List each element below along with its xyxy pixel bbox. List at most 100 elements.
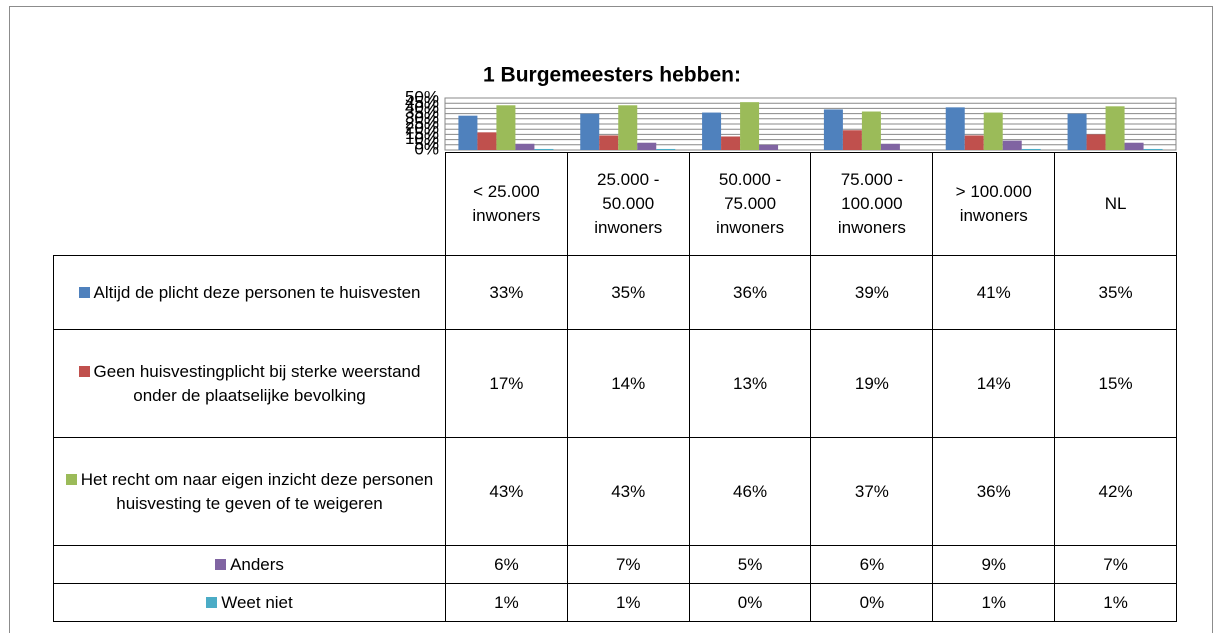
value-cell: 14% bbox=[932, 329, 1056, 438]
series-row: Geen huisvestingplicht bij sterke weerst… bbox=[53, 329, 1177, 438]
value-cell: 7% bbox=[566, 545, 690, 584]
value-cell: 46% bbox=[688, 437, 812, 546]
data-table: < 25.000 inwoners 25.000 - 50.000 inwoner… bbox=[53, 152, 1177, 622]
value-cell: 42% bbox=[1054, 437, 1177, 546]
value-cell: 37% bbox=[810, 437, 934, 546]
legend-label: Geen huisvestingplicht bij sterke weerst… bbox=[93, 361, 421, 405]
bar bbox=[496, 105, 516, 150]
y-tick-label: 30% bbox=[405, 108, 439, 127]
value-cell: 7% bbox=[1054, 545, 1177, 584]
value-cell: 5% bbox=[688, 545, 812, 584]
category-label: > 100.000 inwoners bbox=[932, 152, 1056, 256]
value-cell: 1% bbox=[445, 583, 568, 622]
series-label: Weet niet bbox=[53, 583, 446, 622]
value-cell: 17% bbox=[445, 329, 568, 438]
corner-cell bbox=[54, 153, 446, 256]
series-label: Anders bbox=[53, 545, 446, 584]
value-cell: 19% bbox=[810, 329, 934, 438]
bar bbox=[1002, 140, 1022, 150]
value-cell: 36% bbox=[932, 437, 1056, 546]
category-label: NL bbox=[1054, 152, 1177, 256]
y-tick-label: 40% bbox=[405, 98, 439, 117]
bar bbox=[945, 107, 965, 150]
bar bbox=[964, 135, 984, 150]
series-row: Anders 6% 7% 5% 6% 9% 7% bbox=[53, 545, 1177, 584]
category-label: < 25.000 inwoners bbox=[445, 152, 568, 256]
legend-label: Weet niet bbox=[221, 592, 293, 612]
bar bbox=[983, 112, 1003, 150]
bar bbox=[1021, 148, 1041, 150]
value-cell: 6% bbox=[445, 545, 568, 584]
bar bbox=[534, 148, 554, 150]
category-label: 25.000 - 50.000 inwoners bbox=[566, 152, 690, 256]
series-row: Altijd de plicht deze personen te huisve… bbox=[53, 255, 1177, 330]
series-row: Weet niet 1% 1% 0% 0% 1% 1% bbox=[53, 583, 1177, 622]
y-tick-label: 50% bbox=[405, 87, 439, 106]
legend-label: Altijd de plicht deze personen te huisve… bbox=[93, 282, 421, 302]
bar bbox=[880, 143, 900, 150]
header-row: < 25.000 inwoners 25.000 - 50.000 inwoner… bbox=[54, 152, 1177, 256]
value-cell: 0% bbox=[810, 583, 934, 622]
bar bbox=[515, 143, 535, 150]
value-cell: 0% bbox=[688, 583, 812, 622]
y-tick-label: 0% bbox=[414, 139, 439, 158]
value-cell: 14% bbox=[566, 329, 690, 438]
series-row: Het recht om naar eigen inzicht deze per… bbox=[53, 437, 1177, 546]
y-tick-label: 35% bbox=[405, 103, 439, 122]
bar bbox=[618, 105, 638, 150]
legend-key bbox=[78, 365, 90, 377]
plot-frame bbox=[444, 97, 1177, 151]
bar bbox=[1143, 148, 1163, 150]
value-cell: 36% bbox=[688, 255, 812, 330]
bar bbox=[599, 135, 619, 150]
y-tick-label: 15% bbox=[405, 124, 439, 143]
legend-key bbox=[65, 473, 77, 485]
chart-frame bbox=[9, 6, 1213, 633]
value-cell: 6% bbox=[810, 545, 934, 584]
legend-key bbox=[78, 286, 90, 298]
legend-label: Anders bbox=[230, 554, 284, 574]
value-cell: 35% bbox=[1054, 255, 1177, 330]
value-cell: 41% bbox=[932, 255, 1056, 330]
legend-label: Het recht om naar eigen inzicht deze per… bbox=[80, 469, 434, 513]
series-label: Altijd de plicht deze personen te huisve… bbox=[53, 255, 446, 330]
bar bbox=[759, 144, 779, 150]
y-tick-label: 10% bbox=[405, 129, 439, 148]
category-label: 50.000 - 75.000 inwoners bbox=[688, 152, 812, 256]
bar bbox=[477, 132, 497, 150]
bar bbox=[1124, 142, 1144, 150]
value-cell: 15% bbox=[1054, 329, 1177, 438]
value-cell: 1% bbox=[1054, 583, 1177, 622]
value-cell: 33% bbox=[445, 255, 568, 330]
legend-key bbox=[215, 558, 227, 570]
bar bbox=[1086, 134, 1106, 150]
value-cell: 9% bbox=[932, 545, 1056, 584]
bar bbox=[823, 109, 843, 150]
legend-key bbox=[206, 596, 218, 608]
bar bbox=[721, 136, 741, 150]
bar bbox=[580, 113, 600, 150]
series-label: Geen huisvestingplicht bij sterke weerst… bbox=[53, 329, 446, 438]
bar bbox=[740, 102, 760, 150]
y-tick-label: 25% bbox=[405, 113, 439, 132]
y-tick-label: 20% bbox=[405, 119, 439, 138]
value-cell: 35% bbox=[566, 255, 690, 330]
y-tick-label: 45% bbox=[405, 93, 439, 112]
value-cell: 1% bbox=[566, 583, 690, 622]
bar bbox=[1067, 113, 1087, 150]
series-label: Het recht om naar eigen inzicht deze per… bbox=[53, 437, 446, 546]
y-tick-label: 5% bbox=[414, 134, 439, 153]
bar bbox=[637, 142, 657, 150]
value-cell: 1% bbox=[932, 583, 1056, 622]
chart-title: 1 Burgemeesters hebben: bbox=[483, 64, 741, 87]
category-label: 75.000 - 100.000 inwoners bbox=[810, 152, 934, 256]
value-cell: 43% bbox=[566, 437, 690, 546]
bar bbox=[861, 111, 881, 150]
bar bbox=[702, 112, 722, 150]
bar bbox=[842, 130, 862, 150]
value-cell: 39% bbox=[810, 255, 934, 330]
value-cell: 13% bbox=[688, 329, 812, 438]
bar bbox=[656, 148, 676, 150]
